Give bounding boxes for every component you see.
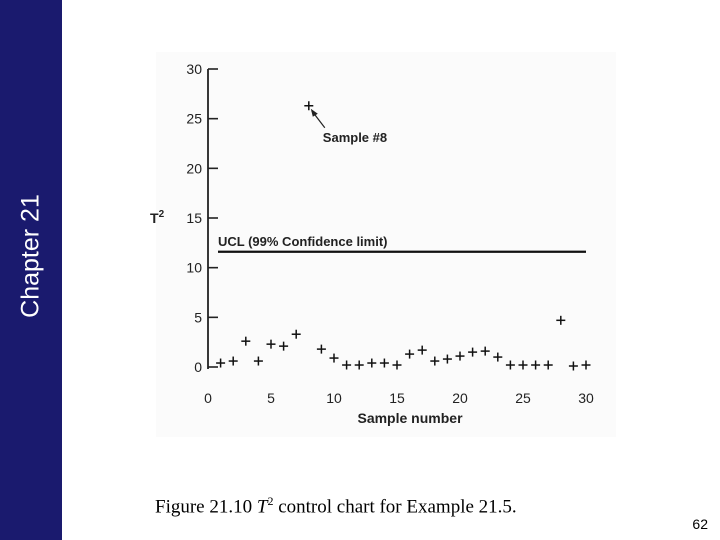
data-point — [304, 101, 314, 111]
y-tick-label: 20 — [186, 160, 202, 176]
y-tick-label: 0 — [194, 359, 202, 375]
x-tick-label: 0 — [204, 390, 212, 406]
data-point — [543, 360, 553, 370]
chart-background — [156, 52, 616, 437]
data-point — [354, 360, 364, 370]
data-point — [253, 356, 263, 366]
data-point — [392, 360, 402, 370]
data-point — [518, 360, 528, 370]
data-point — [329, 353, 339, 363]
y-tick-label: 10 — [186, 260, 202, 276]
data-point — [480, 346, 490, 356]
data-point — [505, 360, 515, 370]
data-point — [342, 360, 352, 370]
y-tick-label: 30 — [186, 61, 202, 77]
control-chart: 0 5 10 15 20 25 30 0 5 10 15 20 25 30 T2 Sample numbe… — [150, 52, 616, 437]
x-tick-label: 25 — [515, 390, 531, 406]
y-tick-label: 25 — [186, 111, 202, 127]
figure-caption: Figure 21.10 T2 control chart for Exampl… — [155, 494, 517, 518]
data-point — [455, 351, 465, 361]
data-point — [442, 354, 452, 364]
x-tick-label: 15 — [389, 390, 405, 406]
data-point — [216, 358, 226, 368]
data-point — [430, 356, 440, 366]
data-point — [266, 339, 276, 349]
data-point — [228, 356, 238, 366]
annotation-label: Sample #8 — [323, 130, 387, 145]
data-point — [279, 341, 289, 351]
data-point — [241, 336, 251, 346]
data-point — [568, 361, 578, 371]
data-point — [531, 360, 541, 370]
data-point — [417, 345, 427, 355]
sample-8-annotation: Sample #8 — [310, 108, 387, 145]
x-tick-label: 5 — [267, 390, 275, 406]
ucl-label: UCL (99% Confidence limit) — [218, 234, 388, 249]
axis-ticks: 0 5 10 15 20 25 30 0 5 10 15 20 25 30 — [186, 61, 594, 406]
data-point — [367, 358, 377, 368]
y-axis-title: T2 — [150, 209, 165, 226]
data-point — [316, 344, 326, 354]
data-point — [581, 360, 591, 370]
data-point — [468, 347, 478, 357]
x-axis-title: Sample number — [357, 410, 463, 426]
chapter-title: Chapter 21 — [16, 194, 45, 318]
y-tick-label: 5 — [194, 309, 202, 325]
x-tick-label: 20 — [452, 390, 468, 406]
data-point — [379, 358, 389, 368]
x-tick-label: 30 — [578, 390, 594, 406]
data-point — [493, 352, 503, 362]
data-point — [405, 349, 415, 359]
data-point — [556, 315, 566, 325]
annotation-arrowhead — [310, 108, 318, 117]
data-point — [291, 329, 301, 339]
y-tick-label: 15 — [186, 210, 202, 226]
data-points — [216, 101, 591, 371]
x-tick-label: 10 — [326, 390, 342, 406]
chapter-sidebar: Chapter 21 — [0, 0, 62, 540]
page-number: 62 — [692, 516, 708, 532]
